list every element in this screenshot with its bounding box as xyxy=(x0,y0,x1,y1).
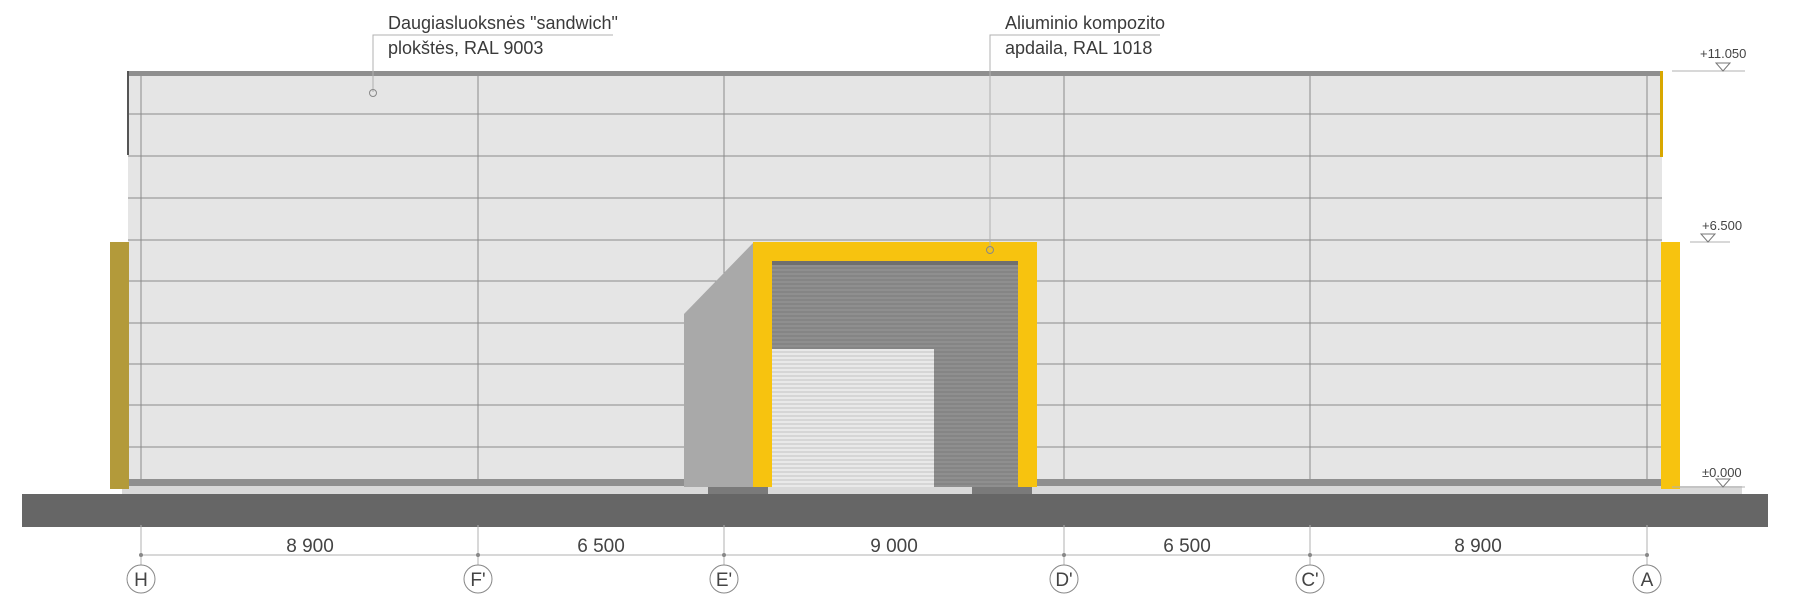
level-marker-top: +11.050 xyxy=(1672,46,1746,72)
base-strip xyxy=(122,486,1742,494)
axis-circle xyxy=(463,564,493,594)
door-slats-light xyxy=(772,351,934,485)
axis-circle xyxy=(1049,564,1079,594)
axis-bubbles: H F' E' D' C' A xyxy=(126,564,1662,594)
axis-label: C' xyxy=(1301,570,1318,591)
axis-circle xyxy=(709,564,739,594)
level-marker-ground: ±0.000 xyxy=(1672,465,1745,488)
axis-circle xyxy=(126,564,156,594)
level-triangle-icon xyxy=(1714,478,1732,488)
door-light-area xyxy=(772,349,934,487)
callout-text-line2: plokštės, RAL 9003 xyxy=(388,38,543,58)
parapet-left-edge xyxy=(127,71,129,155)
axis-bubble-h: H xyxy=(126,564,156,594)
dimension-label: 8 900 xyxy=(286,536,334,557)
dimension-dot xyxy=(1062,553,1066,557)
level-label: +6.500 xyxy=(1702,218,1742,233)
dimension-label: 6 500 xyxy=(1163,536,1211,557)
callout-text-line1: Aliuminio kompozito xyxy=(1005,13,1165,33)
dimension-label: 6 500 xyxy=(577,536,625,557)
callout-marker xyxy=(986,246,994,254)
dimension-dot xyxy=(476,553,480,557)
axis-label: H xyxy=(134,570,148,591)
door-top-bar xyxy=(772,261,1018,265)
base-dark-patch xyxy=(708,486,768,494)
axis-label: F' xyxy=(470,570,485,591)
axis-bubble-d: D' xyxy=(1049,564,1079,594)
door-shadow xyxy=(684,242,754,487)
parapet-band xyxy=(128,71,1662,76)
level-label: ±0.000 xyxy=(1702,465,1742,480)
axis-bubble-a: A xyxy=(1632,564,1662,594)
left-pilaster xyxy=(110,242,129,489)
base-dark-patch-2 xyxy=(972,486,1032,494)
level-triangle-icon xyxy=(1699,233,1717,243)
callout-aluminium: Aliuminio kompozito apdaila, RAL 1018 xyxy=(986,13,1165,254)
callout-text-line1: Daugiasluoksnės "sandwich" xyxy=(388,13,618,33)
callout-sandwich: Daugiasluoksnės "sandwich" plokštės, RAL… xyxy=(369,13,618,97)
ground-slab xyxy=(22,494,1768,527)
axis-bubble-e: E' xyxy=(709,564,739,594)
dimension-dot xyxy=(1308,553,1312,557)
axis-bubble-c: C' xyxy=(1295,564,1325,594)
dimension-label: 8 900 xyxy=(1454,536,1502,557)
dimension-dot xyxy=(139,553,143,557)
level-marker-mid: +6.500 xyxy=(1690,218,1742,243)
level-triangle-icon xyxy=(1714,62,1732,72)
axis-bubble-f: F' xyxy=(463,564,493,594)
axis-circle xyxy=(1632,564,1662,594)
dimension-dot xyxy=(722,553,726,557)
callout-leader xyxy=(989,34,1160,250)
parapet-right-edge xyxy=(1660,71,1663,157)
callout-leader xyxy=(372,34,613,92)
dimension-label: 9 000 xyxy=(870,536,918,557)
right-pilaster xyxy=(1661,242,1680,489)
axis-label: D' xyxy=(1055,570,1072,591)
dimension-ticks xyxy=(139,525,1649,565)
dimension-dot xyxy=(1645,553,1649,557)
dimension-chain: 8 900 6 500 9 000 6 500 8 900 xyxy=(139,525,1649,565)
axis-label: A xyxy=(1641,570,1654,591)
callout-marker xyxy=(369,89,377,97)
axis-label: E' xyxy=(716,570,732,591)
axis-circle xyxy=(1295,564,1325,594)
level-label: +11.050 xyxy=(1700,46,1746,61)
callout-text-line2: apdaila, RAL 1018 xyxy=(1005,38,1152,58)
